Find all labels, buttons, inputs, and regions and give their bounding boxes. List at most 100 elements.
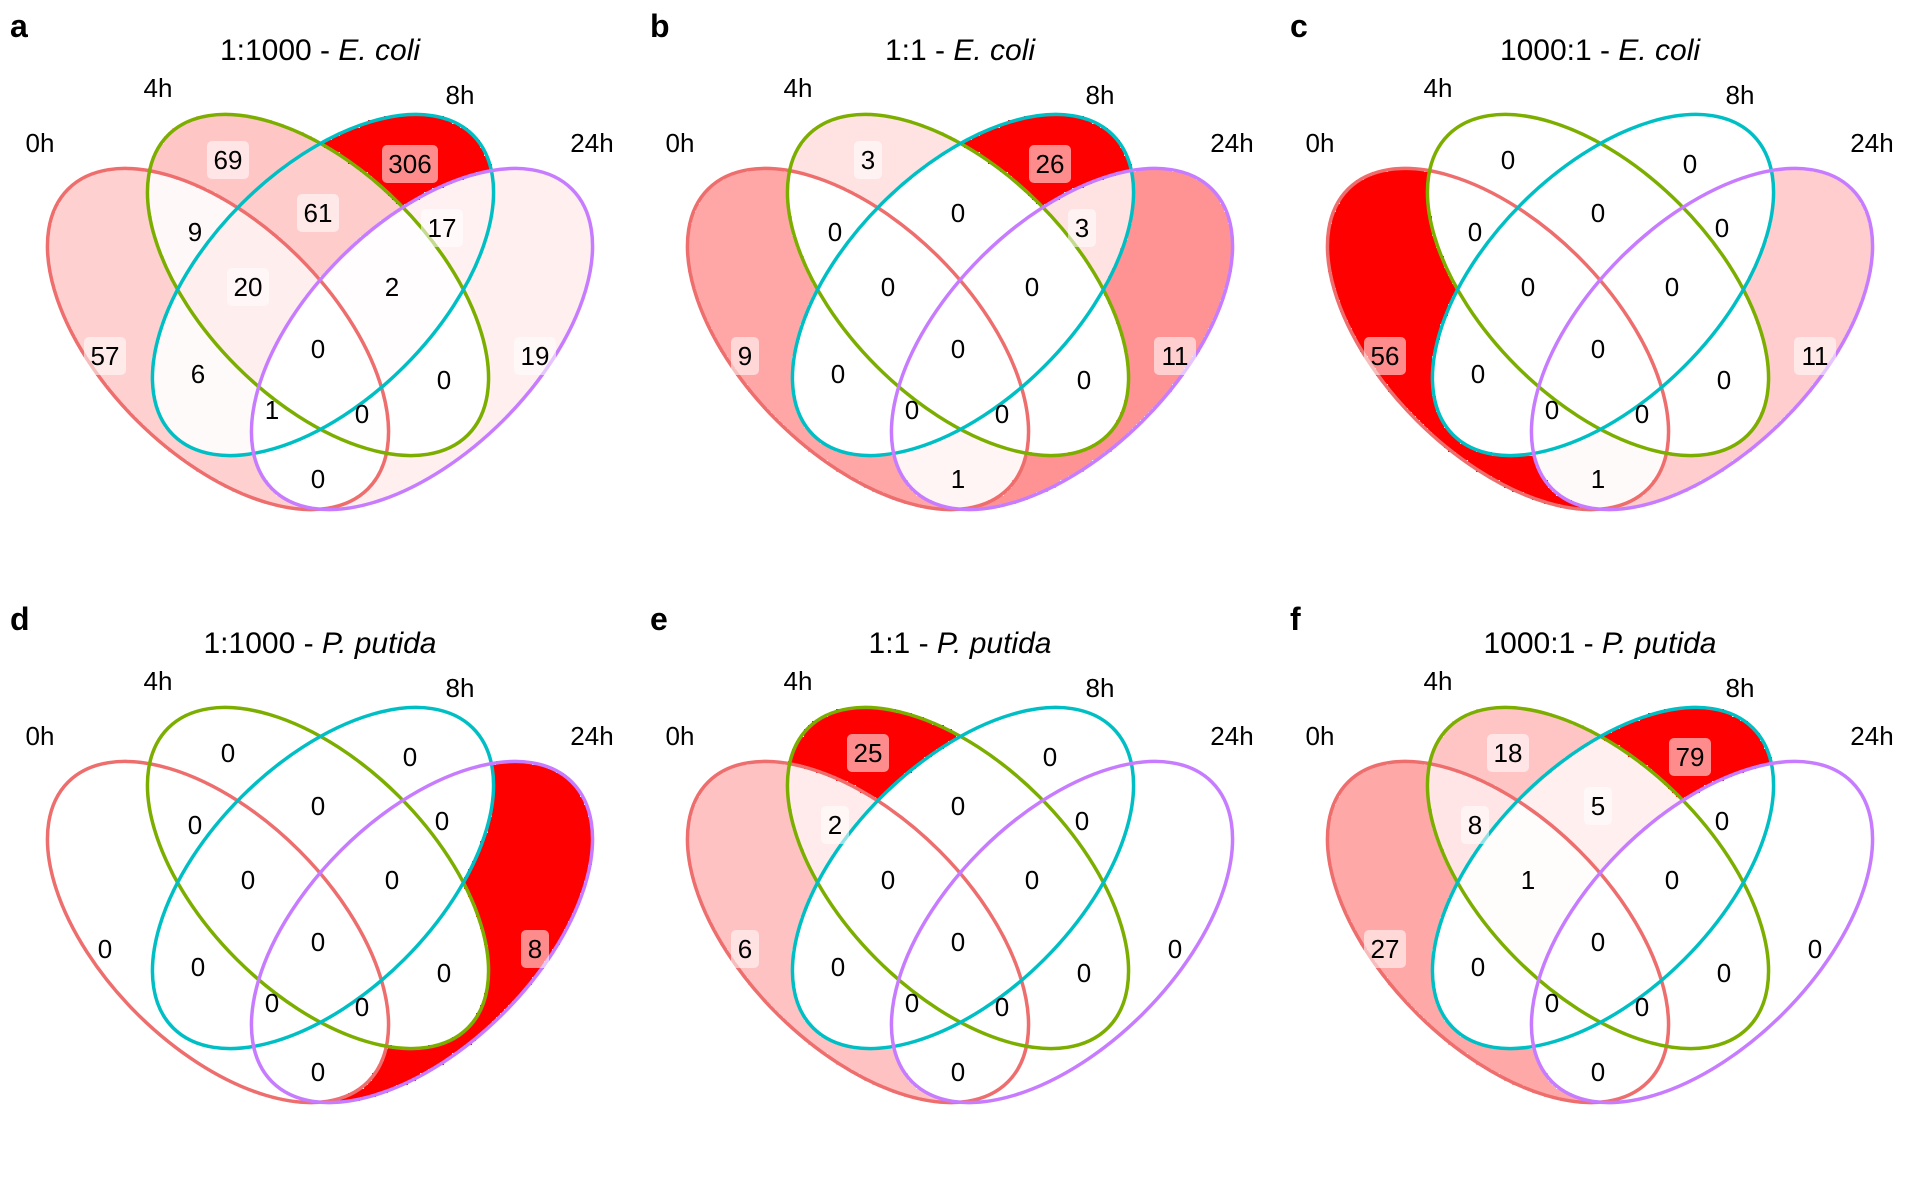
set-label-24h: 24h [1850,128,1893,158]
region-count-1100: 0 [1468,217,1482,247]
region-count-1000: 6 [738,934,752,964]
set-label-4h: 4h [144,73,173,103]
region-count-1100: 8 [1468,810,1482,840]
set-label-8h: 8h [1726,80,1755,110]
region-count-0100: 69 [214,145,243,175]
region-count-0011: 0 [435,806,449,836]
region-count-0101: 0 [1077,958,1091,988]
region-count-0111: 2 [385,272,399,302]
set-label-0h: 0h [1306,128,1335,158]
region-count-1000: 56 [1371,341,1400,371]
region-count-0011: 17 [428,213,457,243]
set-label-24h: 24h [570,721,613,751]
region-count-0010: 0 [1043,742,1057,772]
set-label-24h: 24h [570,128,613,158]
region-count-1010: 6 [191,359,205,389]
region-count-1001: 0 [311,464,325,494]
region-count-0111: 0 [1025,272,1039,302]
region-count-0010: 26 [1036,149,1065,179]
set-label-4h: 4h [1424,666,1453,696]
region-count-0111: 0 [1025,865,1039,895]
region-count-1010: 0 [831,952,845,982]
region-count-1010: 0 [191,952,205,982]
region-count-1110: 20 [234,272,263,302]
venn-panel-a: a 1:1000 - E. coli 0h 4h 8h 24h 57 69 306 19 9 6 0… [0,0,640,593]
region-count-1011: 0 [995,992,1009,1022]
region-count-1100: 0 [828,217,842,247]
region-count-1111: 0 [1591,927,1605,957]
region-count-0111: 0 [385,865,399,895]
region-count-1110: 0 [881,865,895,895]
region-count-1101: 0 [1545,395,1559,425]
set-label-0h: 0h [666,721,695,751]
set-label-8h: 8h [446,80,475,110]
region-count-0001: 0 [1168,934,1182,964]
region-count-1011: 0 [1635,399,1649,429]
set-label-8h: 8h [1086,80,1115,110]
set-label-0h: 0h [26,721,55,751]
region-count-0100: 3 [861,145,875,175]
region-count-1101: 0 [905,988,919,1018]
region-count-1011: 0 [995,399,1009,429]
region-count-0001: 0 [1808,934,1822,964]
set-label-4h: 4h [1424,73,1453,103]
region-count-0101: 0 [1717,365,1731,395]
region-count-0001: 19 [521,341,550,371]
region-count-1111: 0 [951,927,965,957]
region-count-0011: 0 [1715,806,1729,836]
set-label-0h: 0h [666,128,695,158]
region-count-1111: 0 [311,334,325,364]
region-count-0100: 0 [221,738,235,768]
region-count-0110: 0 [951,791,965,821]
set-label-24h: 24h [1850,721,1893,751]
region-count-1101: 1 [265,395,279,425]
region-count-1101: 0 [265,988,279,1018]
region-count-1110: 0 [1521,272,1535,302]
region-count-1011: 0 [355,399,369,429]
region-count-1010: 0 [1471,359,1485,389]
region-count-0100: 18 [1494,738,1523,768]
region-count-1010: 0 [1471,952,1485,982]
region-count-1001: 1 [951,464,965,494]
region-count-1101: 0 [1545,988,1559,1018]
region-count-0111: 0 [1665,272,1679,302]
region-count-1100: 9 [188,217,202,247]
region-count-0101: 0 [1077,365,1091,395]
set-label-24h: 24h [1210,721,1253,751]
set-label-8h: 8h [1726,673,1755,703]
region-count-1011: 0 [355,992,369,1022]
region-count-0001: 11 [1162,341,1189,371]
region-count-0110: 0 [311,791,325,821]
region-count-1001: 0 [1591,1057,1605,1087]
venn-panel-e: e 1:1 - P. putida 0h 4h 8h 24h 6 25 0 0 2 0 0 0 0 0 0 0… [640,593,1280,1186]
venn-panel-d: d 1:1000 - P. putida 0h 4h 8h 24h 0 0 0 8 0 0 0 0 0 0… [0,593,640,1186]
venn-panel-f: f 1000:1 - P. putida 0h 4h 8h 24h 27 18 79 0 8 0 0… [1280,593,1920,1186]
region-count-1000: 9 [738,341,752,371]
region-count-0011: 0 [1075,806,1089,836]
region-count-0010: 306 [388,149,431,179]
region-count-1111: 0 [311,927,325,957]
region-count-0010: 79 [1676,742,1705,772]
set-label-4h: 4h [784,73,813,103]
region-count-1111: 0 [1591,334,1605,364]
region-count-0110: 5 [1591,791,1605,821]
region-count-0010: 0 [403,742,417,772]
region-count-0001: 8 [528,934,542,964]
region-count-1001: 0 [311,1057,325,1087]
region-count-0100: 25 [854,738,883,768]
region-count-0010: 0 [1683,149,1697,179]
set-label-4h: 4h [784,666,813,696]
region-count-1001: 0 [951,1057,965,1087]
region-count-1110: 0 [881,272,895,302]
region-count-0001: 11 [1802,341,1829,371]
region-count-1111: 0 [951,334,965,364]
region-count-1101: 0 [905,395,919,425]
region-count-0110: 61 [304,198,333,228]
